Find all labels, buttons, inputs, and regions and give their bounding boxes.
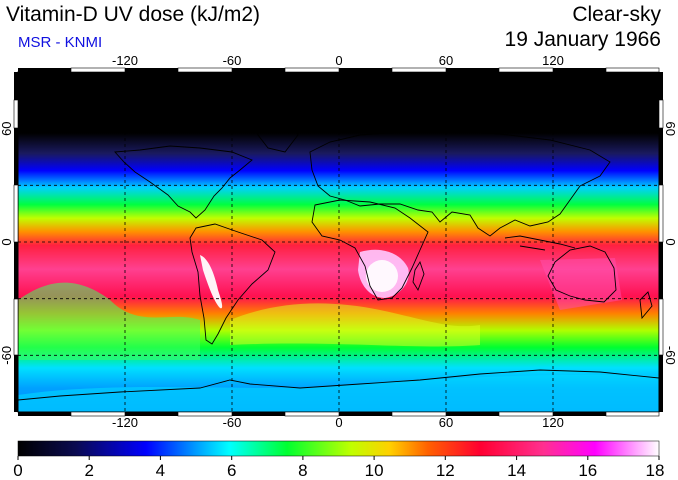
indonesia-coast — [504, 235, 576, 251]
andes-high-dose — [200, 255, 223, 309]
atlantic-yellow-band — [230, 303, 480, 347]
lon-label: 60 — [439, 53, 453, 68]
australia-pink — [540, 258, 622, 310]
lon-label: -120 — [112, 53, 138, 68]
lon-label: -120 — [112, 415, 138, 430]
lat-label: 60 — [663, 121, 678, 135]
map-frame — [13, 67, 664, 417]
colorbar-label: 0 — [13, 461, 22, 480]
north-america-coast — [114, 145, 253, 219]
madagascar-coast — [412, 260, 425, 292]
colorbar-label: 2 — [84, 461, 93, 480]
colorbar-label: 16 — [578, 461, 597, 480]
coastlines — [18, 117, 659, 401]
lon-label: 0 — [335, 53, 342, 68]
sky-condition-label: Clear-sky — [572, 3, 661, 26]
colorbar-label: 8 — [298, 461, 307, 480]
lat-label: -60 — [0, 346, 14, 365]
eurasia-coast — [309, 129, 611, 237]
colorbar-label: 4 — [156, 461, 165, 480]
colorbar: 0 2 4 6 8 10 12 14 16 18 — [13, 440, 665, 480]
colorbar-label: 12 — [436, 461, 455, 480]
colorbar-label: 10 — [365, 461, 384, 480]
lon-label: 60 — [439, 415, 453, 430]
new-zealand-coast — [639, 291, 653, 320]
colorbar-gradient — [17, 440, 660, 457]
antarctica-coast — [18, 369, 659, 401]
lat-label: 0 — [0, 238, 14, 245]
colorbar-label: 6 — [227, 461, 236, 480]
africa-white-core — [366, 260, 398, 292]
lon-label: -60 — [223, 415, 242, 430]
africa-coast — [311, 199, 429, 301]
credit-label: MSR - KNMI — [18, 34, 103, 51]
lon-label: 120 — [542, 53, 564, 68]
lon-label: 120 — [542, 415, 564, 430]
lon-label: 0 — [335, 415, 342, 430]
south-america-coast — [189, 223, 276, 345]
lon-labels-bottom: -120 -60 0 60 120 — [112, 415, 564, 430]
lat-label: 0 — [663, 238, 678, 245]
greenland-coast — [254, 117, 299, 153]
lat-labels-left: 60 0 -60 — [0, 121, 14, 364]
date-label: 19 January 1966 — [504, 28, 661, 51]
australia-coast — [547, 245, 617, 303]
map-title: Vitamin-D UV dose (kJ/m2) — [6, 3, 261, 26]
graticule — [18, 72, 659, 412]
lon-labels-top: -120 -60 0 60 120 — [112, 53, 564, 68]
colorbar-label: 18 — [646, 461, 665, 480]
colorbar-label: 14 — [507, 461, 526, 480]
pacific-green-tongue — [18, 282, 200, 360]
lat-label: -60 — [663, 346, 678, 365]
antarctic-cyan — [18, 374, 659, 412]
lat-labels-right: 60 0 -60 — [663, 121, 678, 364]
lat-label: 60 — [0, 121, 14, 135]
lon-label: -60 — [223, 53, 242, 68]
